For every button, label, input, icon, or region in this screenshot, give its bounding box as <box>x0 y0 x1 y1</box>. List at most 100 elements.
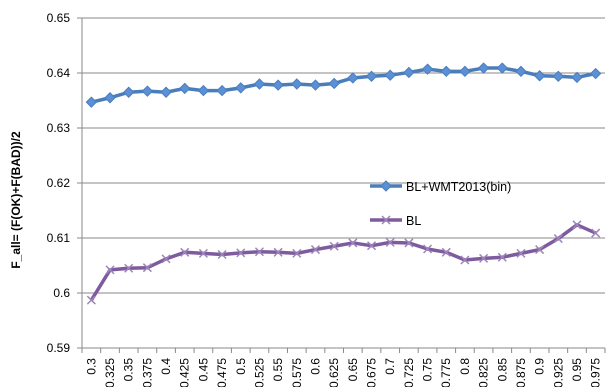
x-tick-label: 0.325 <box>103 358 117 387</box>
y-tick-label: 0.63 <box>47 121 71 135</box>
data-point <box>460 255 470 265</box>
data-point <box>197 84 210 97</box>
data-point <box>366 241 377 251</box>
data-point <box>329 241 339 251</box>
data-point <box>309 79 322 91</box>
legend: BL+WMT2013(bin) BL <box>370 180 511 228</box>
data-point <box>477 62 490 74</box>
x-tick-label: 0.375 <box>140 358 154 387</box>
data-point <box>86 295 96 305</box>
x-tick-label: 0.925 <box>551 358 565 387</box>
data-point <box>124 263 134 273</box>
data-point <box>179 82 191 95</box>
x-tick-label: 0.525 <box>252 358 266 387</box>
data-point <box>516 248 526 258</box>
data-point <box>236 248 246 258</box>
x-tick-label: 0.5 <box>234 358 248 375</box>
data-point <box>535 245 545 255</box>
data-point <box>235 82 247 94</box>
legend-label: BL <box>406 214 421 228</box>
data-point <box>142 263 152 273</box>
y-tick-labels: 0.59 0.6 0.61 0.62 0.63 0.64 0.65 <box>47 11 71 355</box>
data-point <box>141 85 154 97</box>
x-tick-label: 0.35 <box>122 358 136 382</box>
y-tick-label: 0.62 <box>47 176 71 190</box>
data-point <box>348 238 358 248</box>
data-point <box>441 247 451 257</box>
y-tick-label: 0.61 <box>47 231 71 245</box>
data-point <box>254 247 264 257</box>
data-point <box>459 65 471 78</box>
data-point <box>479 253 489 263</box>
x-tick-label: 0.775 <box>439 358 453 387</box>
y-tick-label: 0.59 <box>47 341 71 355</box>
y-tick-label: 0.6 <box>53 286 70 300</box>
legend-entry: BL <box>370 214 421 228</box>
data-point <box>272 79 284 91</box>
data-point <box>591 228 601 238</box>
data-point <box>180 247 190 257</box>
legend-entry: BL+WMT2013(bin) <box>370 180 511 194</box>
data-point <box>160 86 172 98</box>
x-tick-label: 0.4 <box>159 358 173 375</box>
data-point <box>217 249 227 260</box>
data-point <box>572 220 582 230</box>
data-point <box>104 92 116 104</box>
data-point <box>122 86 135 98</box>
data-point <box>347 72 359 84</box>
x-tick-label: 0.625 <box>327 358 341 387</box>
data-point <box>273 247 283 257</box>
x-tick-label: 0.3 <box>84 358 98 375</box>
data-point <box>552 70 565 83</box>
x-tick-label: 0.65 <box>346 358 360 382</box>
data-point <box>421 63 434 75</box>
x-tick-label: 0.6 <box>308 358 322 375</box>
data-point <box>291 78 303 90</box>
series-bl <box>86 220 601 305</box>
x-tick-label: 0.825 <box>477 358 491 387</box>
x-tick-label: 0.9 <box>533 358 547 375</box>
x-tick-label: 0.975 <box>589 358 603 387</box>
data-point <box>496 62 508 74</box>
y-tick-label: 0.65 <box>47 11 71 25</box>
x-tick-label: 0.675 <box>365 358 379 387</box>
axes <box>77 17 606 353</box>
data-point <box>292 248 302 258</box>
data-point <box>198 248 208 258</box>
gridlines <box>82 17 605 294</box>
x-tick-label: 0.45 <box>196 358 210 382</box>
x-tick-labels: 0.3 0.325 0.35 0.375 0.4 0.425 0.45 0.475 0.5 0.5… <box>84 358 602 387</box>
data-point <box>85 96 98 108</box>
x-tick-label: 0.725 <box>402 358 416 387</box>
x-tick-label: 0.95 <box>570 358 584 382</box>
y-tick-label: 0.64 <box>47 66 71 80</box>
series-bl-wmt2013-bin <box>85 62 602 108</box>
legend-marker <box>380 180 392 192</box>
data-point <box>553 234 563 244</box>
x-tick-label: 0.85 <box>495 358 509 382</box>
data-point <box>216 84 228 97</box>
data-point <box>253 78 266 90</box>
x-tick-label: 0.55 <box>271 358 285 382</box>
data-point <box>161 254 171 264</box>
legend-marker <box>381 215 391 225</box>
x-tick-label: 0.875 <box>514 358 528 387</box>
data-point <box>328 77 340 90</box>
x-tick-label: 0.8 <box>458 358 472 375</box>
data-point <box>385 237 395 247</box>
data-point <box>310 245 321 255</box>
x-tick-label: 0.75 <box>421 358 435 382</box>
data-point <box>404 238 414 248</box>
data-point <box>589 67 602 80</box>
series-line <box>90 66 597 104</box>
data-point <box>423 244 433 254</box>
legend-label: BL+WMT2013(bin) <box>406 180 511 194</box>
data-point <box>515 65 527 78</box>
series-group <box>85 62 602 305</box>
data-point <box>533 70 546 82</box>
data-point <box>384 69 396 81</box>
series-line <box>89 223 597 302</box>
y-axis-label: F_all= (F(OK)+F(BAD))/2 <box>9 131 23 269</box>
x-tick-label: 0.425 <box>178 358 192 387</box>
